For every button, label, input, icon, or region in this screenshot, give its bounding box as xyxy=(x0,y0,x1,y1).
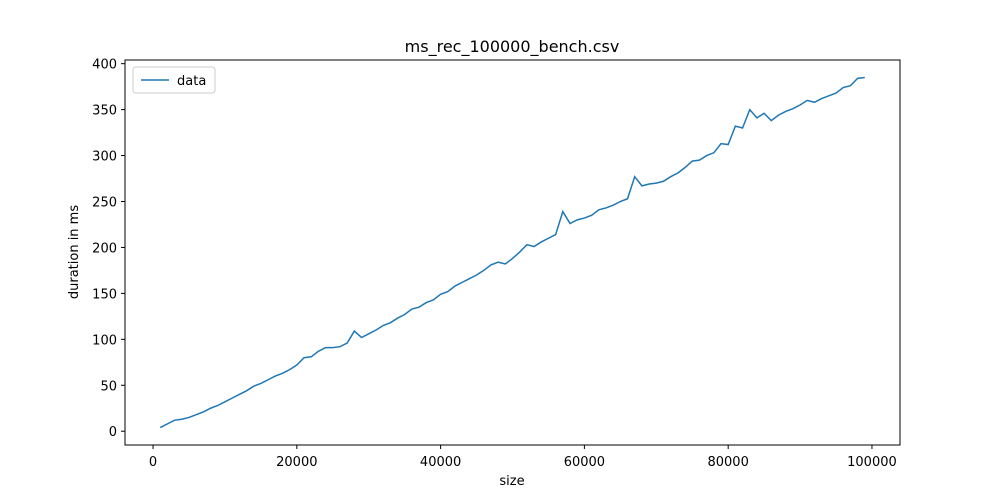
y-tick-label: 350 xyxy=(92,104,117,119)
y-tick-label: 50 xyxy=(100,379,117,394)
x-axis-label: size xyxy=(499,474,524,489)
y-tick-label: 400 xyxy=(92,58,117,73)
y-tick-label: 250 xyxy=(92,196,117,211)
x-tick-label: 20000 xyxy=(276,455,317,470)
y-tick-label: 150 xyxy=(92,287,117,302)
y-tick-label: 300 xyxy=(92,150,117,165)
legend-box xyxy=(132,66,216,94)
legend-label: data xyxy=(177,74,206,89)
plot-frame xyxy=(124,59,901,446)
chart-title: ms_rec_100000_bench.csv xyxy=(405,37,620,57)
x-tick-label: 60000 xyxy=(564,455,605,470)
y-tick-label: 0 xyxy=(109,425,117,440)
y-tick-label: 200 xyxy=(92,241,117,256)
x-tick-label: 100000 xyxy=(847,455,897,470)
data-line xyxy=(159,76,865,429)
x-tick-label: 40000 xyxy=(420,455,461,470)
y-tick-label: 100 xyxy=(92,333,117,348)
x-tick-label: 0 xyxy=(149,455,157,470)
x-tick-label: 80000 xyxy=(707,455,748,470)
y-axis-label: duration in ms xyxy=(67,205,82,299)
